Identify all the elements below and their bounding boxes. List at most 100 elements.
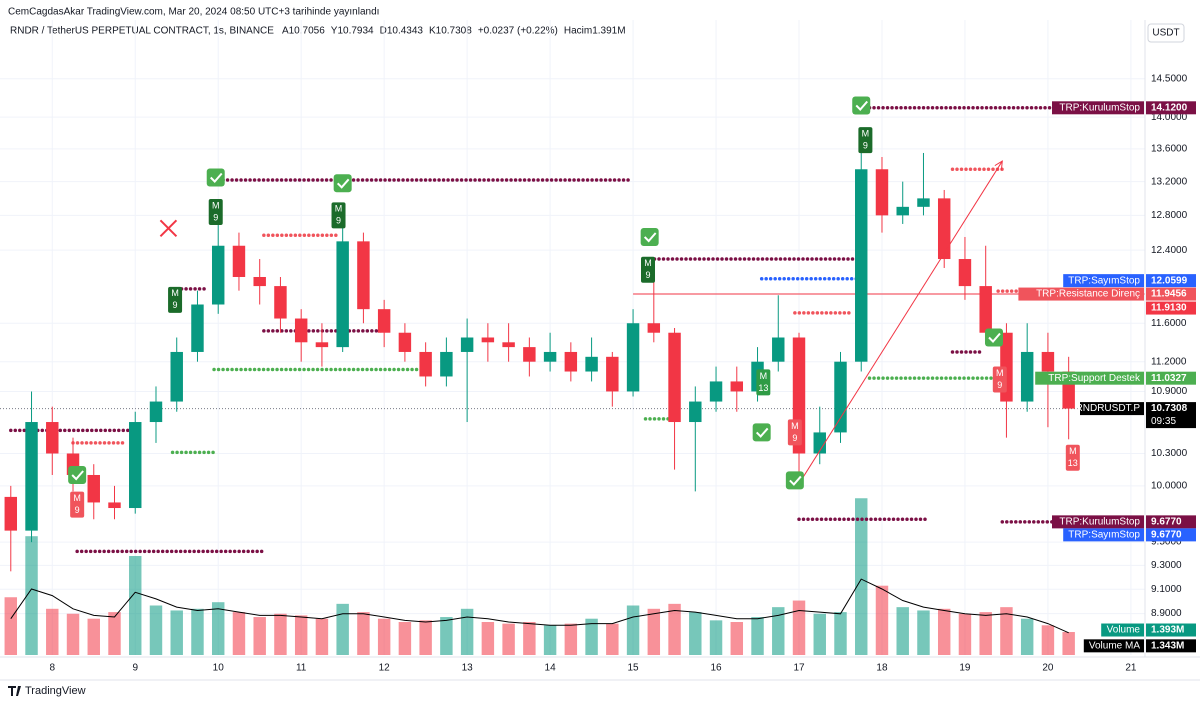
signal-badge [992, 366, 1007, 393]
y-tick-label: 14.0000 [1151, 112, 1188, 123]
price-label-name: TRP:Support Destek [1048, 373, 1141, 384]
price-label-name-box [1018, 287, 1144, 301]
candle-body [129, 422, 142, 509]
candle-body [232, 245, 246, 277]
candle-body [834, 361, 847, 433]
volume-bar [502, 623, 515, 655]
ohlc-item: K10.7308 [429, 26, 472, 37]
volume-bar [979, 612, 992, 655]
candle-body [772, 337, 785, 362]
volume-bar [626, 605, 640, 655]
candle-body [709, 381, 723, 402]
volume-bar [813, 613, 826, 655]
volume-bar [460, 608, 474, 655]
candle-body [211, 245, 225, 305]
price-label-name: TRP:SayımStop [1068, 530, 1140, 541]
price-label-name: TRP:Resistance Direnç [1036, 289, 1140, 300]
volume-bar [937, 608, 951, 655]
volume-bar [792, 600, 806, 655]
y-tick-label: 9.5000 [1151, 537, 1182, 548]
plot-area: M 9 M 9 M 9 M 9 M 9 M 13 M 9 M 9 M 9 M 13 [0, 20, 1145, 655]
candle-body [564, 351, 578, 372]
candle-body [917, 198, 930, 207]
ohlc-item: D10.4343 [380, 26, 424, 37]
volume-bar [294, 615, 308, 655]
ohlc-item: Hacim1.391M [564, 26, 626, 37]
volume-bar [958, 613, 972, 655]
volume-bar [709, 620, 723, 655]
x-tick-label: 12 [379, 663, 391, 674]
price-label-name-box [1063, 528, 1144, 542]
y-tick-label: 14.5000 [1151, 73, 1188, 84]
signal-badge [787, 419, 802, 446]
candle-body [440, 351, 453, 377]
candle-body [523, 347, 536, 362]
signal-count: 13 [758, 383, 768, 393]
price-label-value: 9.6770 [1151, 517, 1182, 528]
y-tick-label: 11.6000 [1151, 318, 1187, 329]
signal-count: 9 [792, 433, 797, 443]
volume-legend-value-box [1146, 639, 1196, 653]
volume-bar [315, 618, 329, 655]
volume-bar [751, 617, 764, 655]
y-tick-label: 10.9000 [1151, 386, 1188, 397]
volume-bar [523, 622, 536, 655]
x-tick-label: 11 [296, 663, 307, 674]
volume-bar [730, 622, 744, 655]
signal-badge [641, 256, 656, 283]
candle-body [813, 432, 826, 454]
volume-bar [1041, 625, 1055, 655]
candle-body [191, 304, 204, 352]
tv-logo [8, 686, 21, 696]
volume-bar [253, 617, 266, 655]
trend-line [798, 161, 1002, 484]
price-labels: 14.1200 TRP:KurulumStop 12.0599 TRP:SayımSt… [1018, 101, 1196, 653]
price-label-value: 11.0327 [1151, 373, 1187, 384]
y-tick-label: 11.2000 [1151, 356, 1187, 367]
volume-legend-value: 1.343M [1151, 640, 1184, 651]
volume-bar [772, 607, 785, 655]
volume-bar [1020, 618, 1034, 655]
signal-badge [208, 198, 223, 225]
ohlc-row: A10.7056 Y10.7934 D10.4343 K10.7308 +0.0237 … [282, 26, 626, 37]
volume-bar [1062, 632, 1075, 655]
check-marker [333, 174, 352, 193]
candle-body [958, 259, 972, 287]
check-marker [68, 465, 87, 484]
candle-body [377, 309, 391, 333]
footer: TradingView [25, 685, 86, 697]
candle-body [979, 286, 992, 333]
price-label-value: 14.1200 [1151, 102, 1188, 113]
price-label-value: 12.0599 [1151, 275, 1188, 286]
candle-body [315, 342, 329, 348]
volume-bar [211, 602, 225, 655]
x-tick-label: 19 [959, 663, 971, 674]
signal-badge [331, 202, 346, 229]
candle-body [46, 422, 59, 454]
candle-body [1020, 351, 1034, 402]
candle-body [543, 351, 557, 362]
candle-body [502, 342, 515, 348]
candle-body [25, 422, 38, 531]
candle-body [855, 169, 868, 362]
check-icon [336, 178, 350, 189]
volume-bar [274, 613, 287, 655]
y-tick-label: 13.2000 [1151, 176, 1188, 187]
check-marker [785, 471, 804, 490]
volume-bar [606, 623, 619, 655]
volume-bar [834, 612, 847, 655]
signal-badge [70, 491, 85, 518]
candle-body [108, 502, 121, 509]
candle-body [87, 474, 100, 503]
price-label-value: 11.9130 [1151, 303, 1187, 314]
price-label-name: TRP:KurulumStop [1059, 517, 1140, 528]
check-icon [755, 427, 769, 438]
check-icon [988, 332, 1001, 343]
price-label-box [1146, 274, 1196, 288]
signal-prefix: M [73, 493, 81, 503]
check-icon [643, 232, 657, 243]
x-tick-label: 18 [876, 663, 888, 674]
signal-prefix: M [212, 200, 220, 210]
volume-bar [481, 622, 495, 655]
volume-bar [87, 618, 100, 655]
